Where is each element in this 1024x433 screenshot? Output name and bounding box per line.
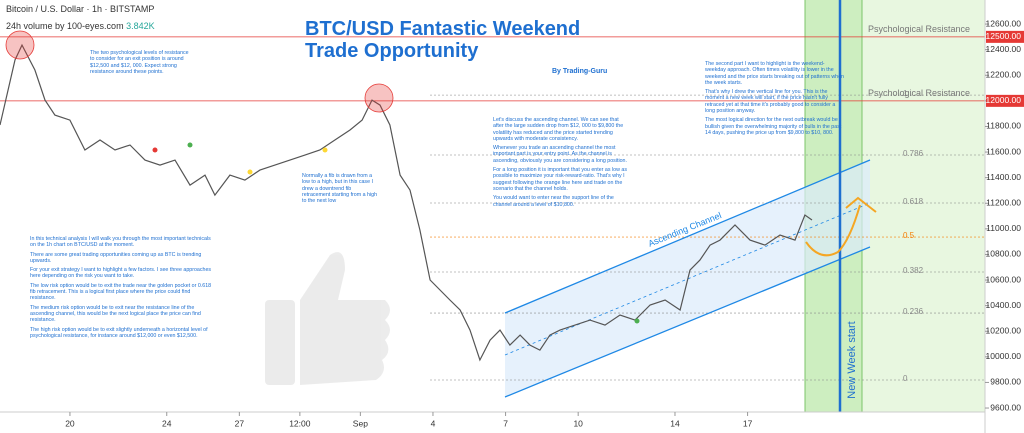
x-tick-label: 27	[235, 418, 245, 428]
volume-value: 3.842K	[126, 21, 155, 31]
channel-top	[504, 159, 871, 314]
annotation-paragraph: The two psychological levels of resistan…	[90, 50, 189, 75]
y-tick-label: 10400.00	[986, 300, 1022, 310]
y-tick-label: 12200.00	[986, 70, 1022, 80]
price-line	[0, 43, 813, 362]
annotation-paragraph: For your exit strategy I want to highlig…	[30, 267, 212, 280]
fib-label: 0	[903, 374, 908, 383]
annotation: Normally a fib is drawn from a low to a …	[302, 173, 378, 207]
price-badge	[986, 30, 1024, 43]
signal-dot	[634, 318, 640, 324]
annotation-paragraph: The medium risk option would be to exit …	[30, 304, 201, 324]
annotation-paragraph: In this technical analysis I will walk y…	[30, 236, 211, 249]
x-tick-label: 10	[573, 418, 583, 428]
volume-label: 24h volume by 100-eyes.com	[6, 21, 124, 31]
annotation-paragraph: Let's discuss the ascending channel. We …	[493, 117, 624, 142]
orange-arrow	[845, 196, 877, 213]
y-tick-label: 11800.00	[986, 121, 1021, 131]
y-tick-label: 10200.00	[986, 325, 1022, 335]
x-tick-label: 17	[743, 418, 753, 428]
y-tick-label: 10000.00	[986, 351, 1022, 361]
y-tick-label: 12400.00	[986, 44, 1022, 54]
y-tick-label: 9600.00	[990, 402, 1021, 412]
fib-label: 0.236	[903, 307, 924, 316]
annotation: In this technical analysis I will walk y…	[30, 236, 215, 342]
x-tick-label: 4	[431, 418, 436, 428]
annotation: Let's discuss the ascending channel. We …	[493, 117, 630, 211]
annotation-paragraph: The second part I want to highlight is t…	[705, 61, 844, 86]
fib-label: 0.786	[903, 149, 924, 158]
y-tick-label: 10800.00	[986, 249, 1022, 259]
annotation-paragraph: For a long position it is important that…	[493, 167, 627, 192]
annotation-paragraph: There are some great trading opportuniti…	[30, 251, 202, 264]
annotation-paragraph: The most logical direction for the next …	[705, 117, 842, 136]
channel-bottom	[504, 246, 871, 398]
price-axis-bg	[985, 0, 1024, 433]
x-tick-label: Sep	[353, 418, 368, 428]
y-tick-label: 11000.00	[986, 223, 1021, 233]
annotation-paragraph: That's why I drew the vertical line for …	[705, 89, 836, 115]
y-tick-label: 9800.00	[990, 377, 1021, 387]
annotation-paragraph: Whenever you trade an ascending channel …	[493, 145, 627, 164]
chart-subtitle: By Trading-Guru	[552, 68, 608, 75]
annotation: The second part I want to highlight is t…	[705, 61, 845, 139]
x-tick-label: 12:00	[289, 418, 311, 428]
y-tick-label: 11600.00	[986, 146, 1021, 156]
y-tick-label: 10600.00	[986, 274, 1022, 284]
signal-dot	[152, 147, 158, 153]
signal-dot	[247, 169, 253, 175]
annotation: The two psychological levels of resistan…	[90, 50, 190, 78]
symbol: Bitcoin / U.S. Dollar · 1h · BITSTAMP	[6, 4, 155, 14]
fib-label: 0.618	[903, 197, 924, 206]
highlight-circle	[5, 30, 35, 60]
fib-label: 0.382	[903, 266, 924, 275]
volume: 24h volume by 100-eyes.com 3.842K	[6, 21, 155, 31]
highlight-circle	[364, 83, 394, 113]
new-week-label: New Week start	[846, 321, 858, 398]
y-tick-label: 11400.00	[986, 172, 1021, 182]
x-tick-label: 20	[65, 418, 75, 428]
price-badge-label: 12500.00	[986, 31, 1022, 41]
thumb-icon	[265, 252, 390, 385]
signal-dot	[322, 147, 328, 153]
x-tick-label: 7	[503, 418, 508, 428]
chart-title: BTC/USD Fantastic Weekend Trade Opportun…	[305, 18, 581, 62]
annotation-paragraph: You would want to enter near the support…	[493, 195, 614, 208]
fib-label: 0.5	[903, 231, 915, 240]
y-tick-label: 12600.00	[986, 18, 1022, 28]
x-tick-label: 14	[670, 418, 680, 428]
orange-scenario	[805, 204, 861, 257]
resistance-name: Psychological Resistance	[868, 88, 970, 98]
signal-dot	[187, 142, 193, 148]
x-tick-label: 24	[162, 418, 172, 428]
annotation-paragraph: The high risk option would be to exit sl…	[30, 326, 208, 339]
resistance-name: Psychological Resistance	[868, 24, 970, 34]
y-tick-label: 11200.00	[986, 197, 1021, 207]
price-badge-label: 12000.00	[986, 95, 1022, 105]
annotation-paragraph: Normally a fib is drawn from a low to a …	[302, 173, 378, 205]
price-badge	[986, 94, 1024, 107]
fib-label: 1	[903, 89, 908, 98]
annotation-paragraph: The low risk option would be to exit the…	[30, 282, 212, 302]
